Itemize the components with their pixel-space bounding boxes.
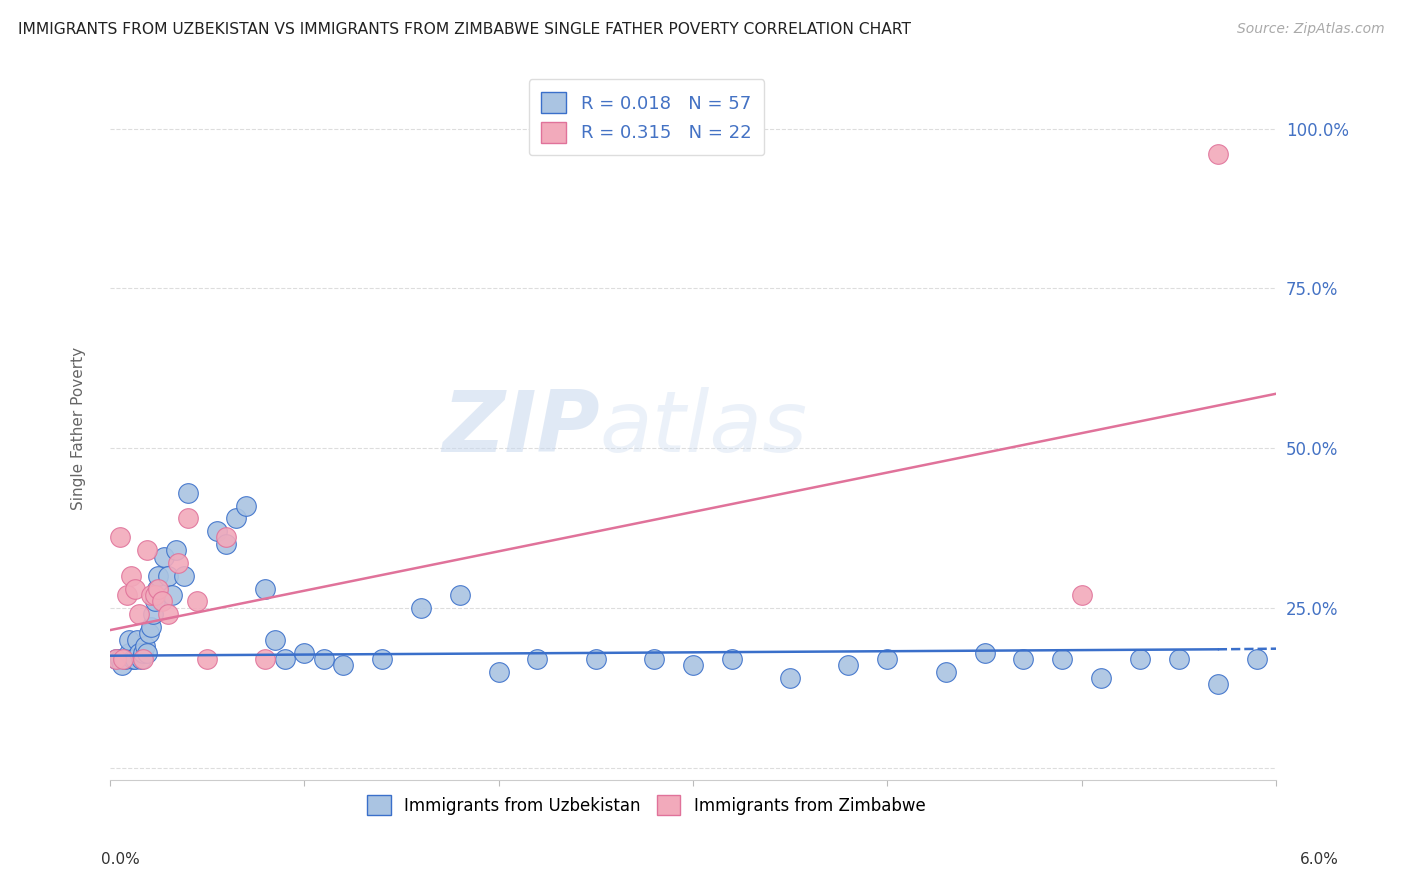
Point xyxy=(139,620,162,634)
Point xyxy=(108,531,131,545)
Point xyxy=(143,588,166,602)
Point xyxy=(682,658,704,673)
Point xyxy=(173,569,195,583)
Point xyxy=(449,588,471,602)
Point xyxy=(160,588,183,602)
Point xyxy=(157,607,180,622)
Point xyxy=(139,588,162,602)
Point xyxy=(643,652,665,666)
Point xyxy=(292,646,315,660)
Point xyxy=(1206,147,1229,161)
Point xyxy=(837,658,859,673)
Point xyxy=(254,582,277,596)
Point xyxy=(120,569,142,583)
Point xyxy=(312,652,335,666)
Point xyxy=(108,652,131,666)
Point xyxy=(585,652,607,666)
Point xyxy=(176,485,198,500)
Text: 0.0%: 0.0% xyxy=(101,852,141,867)
Point xyxy=(104,652,127,666)
Point xyxy=(264,632,287,647)
Text: ZIP: ZIP xyxy=(441,387,600,470)
Point xyxy=(215,537,238,551)
Point xyxy=(125,632,148,647)
Point xyxy=(235,499,257,513)
Point xyxy=(150,594,173,608)
Point xyxy=(225,511,247,525)
Point xyxy=(135,646,157,660)
Point xyxy=(157,569,180,583)
Point xyxy=(132,652,155,666)
Point xyxy=(129,652,152,666)
Point xyxy=(1052,652,1074,666)
Point xyxy=(526,652,548,666)
Point xyxy=(935,665,957,679)
Point xyxy=(1246,652,1268,666)
Point xyxy=(117,588,139,602)
Point xyxy=(135,543,157,558)
Point xyxy=(142,607,165,622)
Point xyxy=(371,652,394,666)
Point xyxy=(148,582,170,596)
Point xyxy=(138,626,160,640)
Text: Source: ZipAtlas.com: Source: ZipAtlas.com xyxy=(1237,22,1385,37)
Text: 6.0%: 6.0% xyxy=(1299,852,1339,867)
Point xyxy=(1129,652,1152,666)
Text: IMMIGRANTS FROM UZBEKISTAN VS IMMIGRANTS FROM ZIMBABWE SINGLE FATHER POVERTY COR: IMMIGRANTS FROM UZBEKISTAN VS IMMIGRANTS… xyxy=(18,22,911,37)
Point xyxy=(104,652,127,666)
Point xyxy=(128,646,150,660)
Point xyxy=(876,652,898,666)
Point xyxy=(128,607,150,622)
Point xyxy=(124,582,146,596)
Point xyxy=(132,646,155,660)
Point xyxy=(721,652,744,666)
Point xyxy=(215,531,238,545)
Point xyxy=(143,594,166,608)
Point xyxy=(167,556,190,570)
Point xyxy=(118,646,141,660)
Point xyxy=(124,652,146,666)
Point xyxy=(779,671,801,685)
Point xyxy=(1167,652,1189,666)
Point xyxy=(148,569,170,583)
Point xyxy=(1012,652,1035,666)
Point xyxy=(112,652,135,666)
Point xyxy=(1206,677,1229,691)
Point xyxy=(254,652,277,666)
Point xyxy=(274,652,297,666)
Point xyxy=(114,652,136,666)
Point xyxy=(332,658,354,673)
Text: atlas: atlas xyxy=(600,387,807,470)
Point xyxy=(1070,588,1092,602)
Point xyxy=(176,511,198,525)
Point xyxy=(186,594,208,608)
Point xyxy=(488,665,510,679)
Point xyxy=(153,549,176,564)
Point xyxy=(110,658,132,673)
Point xyxy=(134,639,156,653)
Point xyxy=(205,524,228,538)
Point xyxy=(1090,671,1112,685)
Point xyxy=(195,652,218,666)
Point xyxy=(118,632,141,647)
Point xyxy=(409,600,432,615)
Y-axis label: Single Father Poverty: Single Father Poverty xyxy=(72,347,86,510)
Point xyxy=(122,652,145,666)
Point xyxy=(145,582,167,596)
Legend: Immigrants from Uzbekistan, Immigrants from Zimbabwe: Immigrants from Uzbekistan, Immigrants f… xyxy=(357,786,935,825)
Point xyxy=(165,543,187,558)
Point xyxy=(973,646,995,660)
